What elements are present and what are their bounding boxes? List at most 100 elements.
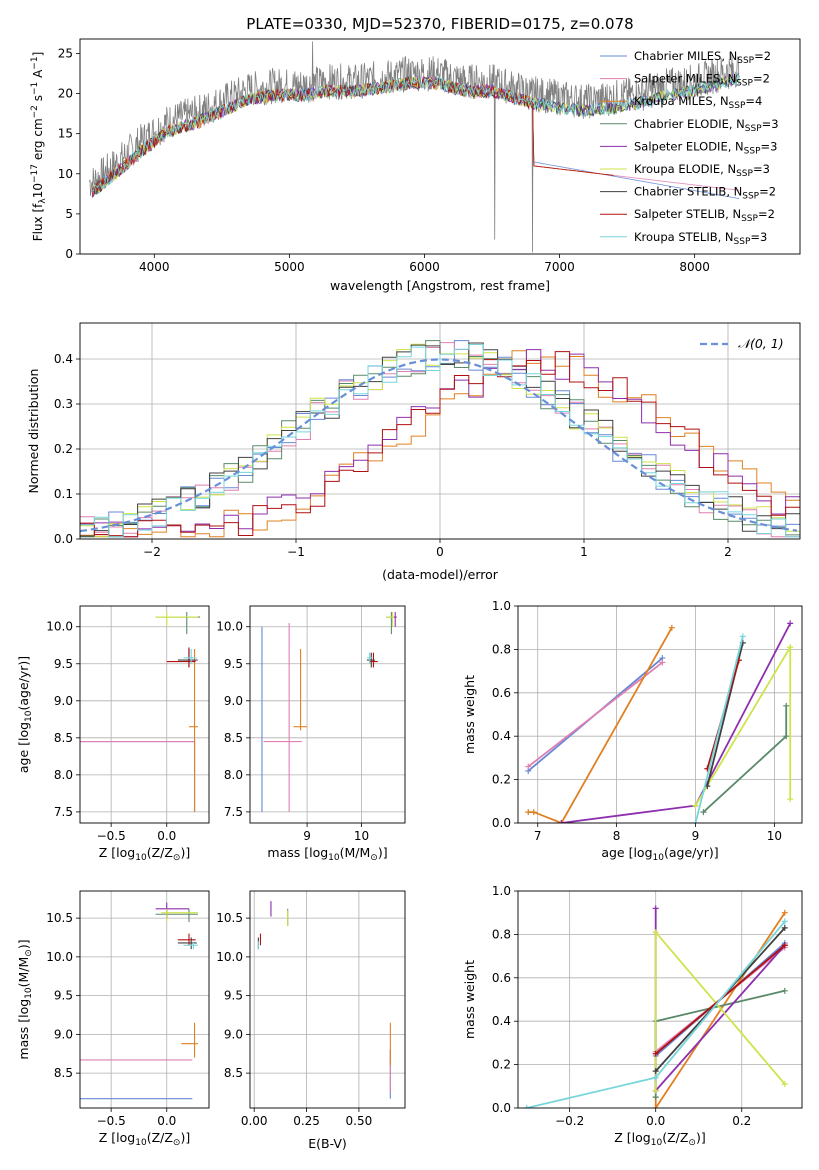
plus-marker — [652, 1068, 659, 1075]
plus-marker — [525, 809, 532, 816]
plus-marker — [739, 633, 746, 640]
label-part: =2 — [753, 72, 770, 86]
legend-label: Salpeter STELIB, NSSP=2 — [634, 207, 775, 224]
x-tick-label: −0.2 — [555, 1114, 584, 1128]
y-tick-label: 7.5 — [54, 805, 73, 819]
ticks: 0.00 0.25 0.50 8.5 9.0 9.5 10.0 10.5 — [216, 911, 372, 1128]
label-part: (Z/Z — [147, 845, 173, 860]
label-part: ] — [31, 52, 45, 57]
y-tick-label: 10.0 — [216, 620, 243, 634]
x-tick-label: 0.25 — [293, 1114, 320, 1128]
y-tick-label: 9.5 — [224, 657, 243, 671]
model-spectrum — [92, 72, 740, 192]
plot-area — [523, 905, 788, 1108]
plus-marker — [652, 1105, 659, 1108]
legend-label: Salpeter MILES, NSSP=2 — [634, 72, 770, 89]
grid — [518, 605, 802, 824]
label-part: SSP — [742, 192, 759, 202]
axes-frame — [517, 605, 803, 824]
x-tick-label: 8000 — [679, 260, 710, 274]
x-tick-label: 8 — [613, 829, 621, 843]
y-tick-label: 9.5 — [54, 989, 73, 1003]
x-tick-label: 10 — [354, 829, 369, 843]
plus-marker — [781, 1081, 788, 1088]
plus-marker — [787, 620, 794, 627]
legend-label: Salpeter ELODIE, NSSP=3 — [634, 139, 777, 156]
legend-label: 𝒩(0, 1) — [738, 336, 784, 351]
label-part: 10 — [135, 1138, 147, 1148]
x-axis-label: wavelength [Angstrom, rest frame] — [330, 278, 550, 293]
y-tick-label: 1.0 — [492, 599, 511, 613]
label-part: ⊙ — [688, 1138, 696, 1148]
normal-curve — [80, 358, 798, 533]
y-tick-label: 8.5 — [224, 731, 243, 745]
label-part: SSP — [734, 237, 751, 247]
grid — [250, 891, 405, 1108]
label-part: )] — [378, 845, 388, 860]
label-part: s — [31, 95, 45, 105]
label-part: =3 — [761, 139, 778, 153]
mass-vs-Z-axes: −0.5 0.08.59.09.510.010.5Z [log10(Z/Z⊙)]m… — [16, 890, 210, 1148]
plus-marker — [659, 659, 666, 666]
weight-line — [561, 622, 791, 823]
y-tick-label: 1.0 — [492, 884, 511, 898]
label-part: Z [log — [614, 1130, 650, 1145]
y-tick-label: 8.5 — [54, 1066, 73, 1080]
plus-marker — [525, 763, 532, 770]
label-part: (M/M — [340, 845, 371, 860]
plot-area — [80, 340, 800, 538]
ticks: 7 8 9 10 0.0 0.2 0.4 0.6 0.8 1.0 — [492, 599, 782, 843]
label-part: (Z/Z — [662, 1130, 688, 1145]
weight-line — [654, 989, 786, 1098]
x-tick-label: 2 — [724, 545, 732, 559]
axes-frame — [517, 890, 803, 1109]
label-part: SSP — [729, 101, 746, 111]
label-part: =3 — [762, 117, 779, 131]
x-tick-label: 10 — [767, 829, 782, 843]
label-part: 10 — [24, 987, 34, 999]
histogram-axes: −2 −1 0 1 2 0.0 0.1 0.2 0.3 0.4 (data-model)/error… — [26, 322, 801, 582]
y-tick-label: 8.5 — [224, 1066, 243, 1080]
weight-line — [528, 627, 673, 823]
x-tick-label: −0.5 — [97, 1114, 126, 1128]
x-tick-label: −2 — [143, 545, 161, 559]
label-part: =2 — [758, 207, 775, 221]
label-part: ⊙ — [173, 853, 181, 863]
ticks: −0.5 0.0 8.5 9.0 9.5 10.0 10.5 — [46, 911, 176, 1128]
plot-area — [261, 611, 397, 812]
plot-area — [80, 902, 198, 1100]
x-axis-label: Z [log10(Z/Z⊙)] — [614, 1130, 705, 1148]
plus-marker — [781, 924, 788, 931]
y-axis-label: Normed distribution — [26, 369, 41, 494]
x-tick-label: 0.0 — [157, 1114, 176, 1128]
x-axis-label: E(B-V) — [308, 1136, 347, 1151]
massweight-vs-Z-axes: −0.2 0.0 0.2 0.0 0.2 0.4 0.6 0.8 1.0 Z [log10(Z/Z… — [462, 884, 803, 1148]
grid — [80, 891, 209, 1108]
y-tick-label: 8.5 — [54, 731, 73, 745]
label-part: −1 — [30, 82, 40, 95]
x-axis-label: Z [log10(Z/Z⊙)] — [99, 1130, 190, 1148]
label-part: )] — [180, 845, 190, 860]
y-tick-label: 0.0 — [54, 532, 73, 546]
label-part: =2 — [754, 49, 771, 63]
y-tick-label: 0.0 — [492, 1101, 511, 1115]
ticks: −0.2 0.0 0.2 0.0 0.2 0.4 0.6 0.8 1.0 — [492, 884, 751, 1128]
x-tick-label: 0.50 — [346, 1114, 373, 1128]
y-tick-label: 0.2 — [492, 773, 511, 787]
label-part: Flux [f — [31, 203, 45, 241]
label-part: Chabrier MILES, N — [634, 49, 737, 63]
plus-marker — [787, 644, 794, 651]
histogram-series — [80, 344, 800, 538]
legend-label: Kroupa MILES, NSSP=4 — [634, 94, 762, 111]
x-axis-label: Z [log10(Z/Z⊙)] — [99, 845, 190, 863]
axes-frame — [249, 605, 406, 824]
x-tick-label: 5000 — [274, 260, 305, 274]
plus-marker — [652, 1074, 659, 1081]
label-part: Z [log — [99, 1130, 135, 1145]
label-part: 10 — [135, 853, 147, 863]
y-tick-label: 9.0 — [54, 1027, 73, 1041]
label-part: Salpeter ELODIE, N — [634, 139, 744, 153]
label-part: age [log — [601, 845, 652, 860]
axes-frame — [79, 890, 210, 1109]
